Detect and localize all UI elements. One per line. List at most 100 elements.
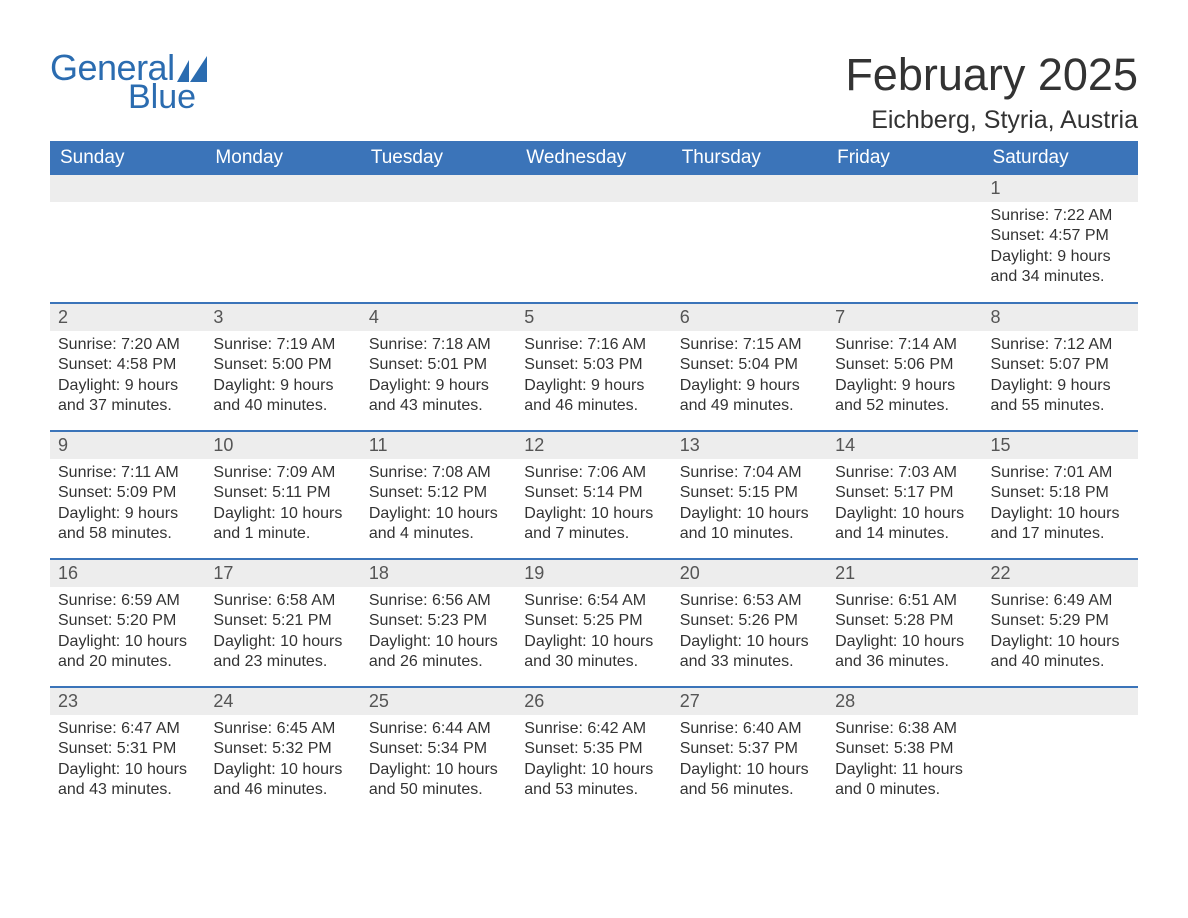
calendar-cell: 14Sunrise: 7:03 AMSunset: 5:17 PMDayligh… (827, 431, 982, 559)
sunset-text: Sunset: 5:18 PM (991, 483, 1132, 503)
sunset-text: Sunset: 5:34 PM (369, 739, 510, 759)
day-details: Sunrise: 7:18 AMSunset: 5:01 PMDaylight:… (361, 331, 516, 421)
day-number-empty (983, 688, 1138, 715)
calendar-cell (516, 175, 671, 303)
daylight-text: Daylight: 11 hours and 0 minutes. (835, 760, 976, 801)
day-number: 28 (827, 688, 982, 715)
sunrise-text: Sunrise: 6:45 AM (213, 719, 354, 739)
day-number-empty (361, 175, 516, 202)
day-header: Wednesday (516, 141, 671, 175)
calendar-cell: 25Sunrise: 6:44 AMSunset: 5:34 PMDayligh… (361, 687, 516, 815)
sunrise-text: Sunrise: 7:22 AM (991, 206, 1132, 226)
calendar-page: General Blue February 2025 Eichberg, Sty… (0, 0, 1188, 855)
day-details: Sunrise: 6:47 AMSunset: 5:31 PMDaylight:… (50, 715, 205, 805)
day-number: 9 (50, 432, 205, 459)
daylight-text: Daylight: 10 hours and 33 minutes. (680, 632, 821, 673)
daylight-text: Daylight: 9 hours and 55 minutes. (991, 376, 1132, 417)
calendar-body: 1Sunrise: 7:22 AMSunset: 4:57 PMDaylight… (50, 175, 1138, 815)
day-number: 22 (983, 560, 1138, 587)
day-details: Sunrise: 7:11 AMSunset: 5:09 PMDaylight:… (50, 459, 205, 549)
daylight-text: Daylight: 9 hours and 49 minutes. (680, 376, 821, 417)
day-number: 11 (361, 432, 516, 459)
day-details: Sunrise: 6:58 AMSunset: 5:21 PMDaylight:… (205, 587, 360, 677)
daylight-text: Daylight: 10 hours and 30 minutes. (524, 632, 665, 673)
sunset-text: Sunset: 5:06 PM (835, 355, 976, 375)
day-details: Sunrise: 7:06 AMSunset: 5:14 PMDaylight:… (516, 459, 671, 549)
calendar-cell: 12Sunrise: 7:06 AMSunset: 5:14 PMDayligh… (516, 431, 671, 559)
logo-text-blue: Blue (128, 80, 211, 114)
calendar-cell (50, 175, 205, 303)
sunrise-text: Sunrise: 6:56 AM (369, 591, 510, 611)
daylight-text: Daylight: 10 hours and 40 minutes. (991, 632, 1132, 673)
day-details: Sunrise: 6:49 AMSunset: 5:29 PMDaylight:… (983, 587, 1138, 677)
day-number: 3 (205, 304, 360, 331)
daylight-text: Daylight: 9 hours and 40 minutes. (213, 376, 354, 417)
sunset-text: Sunset: 5:28 PM (835, 611, 976, 631)
sunset-text: Sunset: 5:00 PM (213, 355, 354, 375)
sunrise-text: Sunrise: 7:18 AM (369, 335, 510, 355)
day-header: Sunday (50, 141, 205, 175)
calendar-cell: 8Sunrise: 7:12 AMSunset: 5:07 PMDaylight… (983, 303, 1138, 431)
calendar-cell: 9Sunrise: 7:11 AMSunset: 5:09 PMDaylight… (50, 431, 205, 559)
day-number-empty (50, 175, 205, 202)
daylight-text: Daylight: 10 hours and 36 minutes. (835, 632, 976, 673)
sunset-text: Sunset: 5:29 PM (991, 611, 1132, 631)
sunrise-text: Sunrise: 6:44 AM (369, 719, 510, 739)
calendar-cell: 4Sunrise: 7:18 AMSunset: 5:01 PMDaylight… (361, 303, 516, 431)
sunrise-text: Sunrise: 7:08 AM (369, 463, 510, 483)
day-details: Sunrise: 6:59 AMSunset: 5:20 PMDaylight:… (50, 587, 205, 677)
calendar-cell: 2Sunrise: 7:20 AMSunset: 4:58 PMDaylight… (50, 303, 205, 431)
calendar-cell: 20Sunrise: 6:53 AMSunset: 5:26 PMDayligh… (672, 559, 827, 687)
sunset-text: Sunset: 5:14 PM (524, 483, 665, 503)
day-number: 6 (672, 304, 827, 331)
day-number: 2 (50, 304, 205, 331)
calendar-cell: 5Sunrise: 7:16 AMSunset: 5:03 PMDaylight… (516, 303, 671, 431)
sunset-text: Sunset: 5:11 PM (213, 483, 354, 503)
calendar-cell: 1 Sunrise: 7:22 AMSunset: 4:57 PMDaylight… (983, 175, 1138, 303)
sunrise-text: Sunrise: 7:12 AM (991, 335, 1132, 355)
sunset-text: Sunset: 4:58 PM (58, 355, 199, 375)
day-number: 7 (827, 304, 982, 331)
calendar-cell: 24Sunrise: 6:45 AMSunset: 5:32 PMDayligh… (205, 687, 360, 815)
calendar-week-row: 1 Sunrise: 7:22 AMSunset: 4:57 PMDaylight… (50, 175, 1138, 303)
sunrise-text: Sunrise: 6:54 AM (524, 591, 665, 611)
sunrise-text: Sunrise: 7:16 AM (524, 335, 665, 355)
day-details: Sunrise: 6:40 AMSunset: 5:37 PMDaylight:… (672, 715, 827, 805)
calendar-week-row: 2Sunrise: 7:20 AMSunset: 4:58 PMDaylight… (50, 303, 1138, 431)
day-number: 21 (827, 560, 982, 587)
daylight-text: Daylight: 10 hours and 53 minutes. (524, 760, 665, 801)
day-header: Tuesday (361, 141, 516, 175)
calendar-cell: 6Sunrise: 7:15 AMSunset: 5:04 PMDaylight… (672, 303, 827, 431)
daylight-text: Daylight: 9 hours and 34 minutes. (991, 247, 1132, 288)
day-details: Sunrise: 6:42 AMSunset: 5:35 PMDaylight:… (516, 715, 671, 805)
day-number: 13 (672, 432, 827, 459)
day-number: 1 (983, 175, 1138, 202)
daylight-text: Daylight: 10 hours and 26 minutes. (369, 632, 510, 673)
daylight-text: Daylight: 10 hours and 17 minutes. (991, 504, 1132, 545)
day-number-empty (672, 175, 827, 202)
day-number: 4 (361, 304, 516, 331)
sunrise-text: Sunrise: 6:59 AM (58, 591, 199, 611)
title-block: February 2025 Eichberg, Styria, Austria (845, 50, 1138, 135)
day-number: 20 (672, 560, 827, 587)
sunset-text: Sunset: 4:57 PM (991, 226, 1132, 246)
sunset-text: Sunset: 5:23 PM (369, 611, 510, 631)
day-header: Monday (205, 141, 360, 175)
calendar-cell (983, 687, 1138, 815)
sunrise-text: Sunrise: 7:04 AM (680, 463, 821, 483)
day-number: 5 (516, 304, 671, 331)
calendar-table: Sunday Monday Tuesday Wednesday Thursday… (50, 141, 1138, 815)
calendar-cell: 10Sunrise: 7:09 AMSunset: 5:11 PMDayligh… (205, 431, 360, 559)
day-details: Sunrise: 7:04 AMSunset: 5:15 PMDaylight:… (672, 459, 827, 549)
calendar-cell (672, 175, 827, 303)
daylight-text: Daylight: 9 hours and 37 minutes. (58, 376, 199, 417)
day-details: Sunrise: 6:51 AMSunset: 5:28 PMDaylight:… (827, 587, 982, 677)
calendar-cell: 23Sunrise: 6:47 AMSunset: 5:31 PMDayligh… (50, 687, 205, 815)
daylight-text: Daylight: 9 hours and 43 minutes. (369, 376, 510, 417)
sunrise-text: Sunrise: 6:40 AM (680, 719, 821, 739)
day-header: Saturday (983, 141, 1138, 175)
day-details: Sunrise: 7:14 AMSunset: 5:06 PMDaylight:… (827, 331, 982, 421)
sunset-text: Sunset: 5:07 PM (991, 355, 1132, 375)
day-details: Sunrise: 6:44 AMSunset: 5:34 PMDaylight:… (361, 715, 516, 805)
sunset-text: Sunset: 5:26 PM (680, 611, 821, 631)
